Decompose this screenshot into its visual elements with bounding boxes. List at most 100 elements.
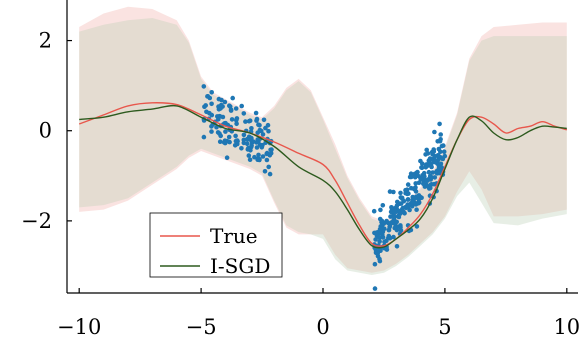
data-point xyxy=(414,170,419,176)
data-point xyxy=(436,153,442,159)
data-point xyxy=(228,108,234,113)
data-point xyxy=(259,145,265,150)
data-point xyxy=(220,114,226,120)
data-point xyxy=(413,202,419,207)
y-tick-label: 2 xyxy=(39,29,52,53)
data-point xyxy=(245,147,251,152)
data-point xyxy=(405,197,411,202)
data-point xyxy=(255,130,260,135)
data-point xyxy=(221,140,227,145)
y-tick-label: −2 xyxy=(21,209,52,233)
data-point xyxy=(380,235,386,240)
line-true xyxy=(78,102,568,247)
data-point xyxy=(395,213,401,219)
data-point xyxy=(398,224,403,230)
data-point xyxy=(224,155,230,160)
legend-label-true: True xyxy=(210,224,258,248)
data-point xyxy=(405,204,411,210)
data-point xyxy=(412,195,418,201)
data-point xyxy=(428,182,434,187)
data-point xyxy=(246,118,252,124)
data-point xyxy=(387,189,393,194)
data-point xyxy=(209,129,214,134)
data-point xyxy=(438,137,443,142)
x-tick-label: −5 xyxy=(186,315,217,339)
data-point xyxy=(386,227,392,233)
data-point xyxy=(422,174,427,179)
legend: True I-SGD xyxy=(149,212,283,278)
data-point xyxy=(398,201,404,206)
data-point xyxy=(438,132,444,137)
data-point xyxy=(382,239,387,245)
data-point xyxy=(252,154,257,160)
data-point xyxy=(229,117,235,122)
data-point xyxy=(428,156,434,162)
data-point xyxy=(388,209,394,215)
data-point xyxy=(432,129,437,135)
data-point xyxy=(257,157,262,163)
data-point xyxy=(409,200,415,205)
data-point xyxy=(226,134,232,140)
band-i-sgd xyxy=(79,18,567,275)
data-point xyxy=(413,181,419,186)
data-point xyxy=(408,174,414,180)
data-point xyxy=(254,116,260,122)
data-point xyxy=(201,134,207,140)
data-point xyxy=(394,219,400,225)
data-point xyxy=(439,143,445,149)
data-point xyxy=(263,125,268,131)
data-point xyxy=(421,181,426,187)
data-point xyxy=(387,236,393,241)
data-point xyxy=(438,161,444,167)
data-point xyxy=(234,121,239,127)
data-point xyxy=(219,97,224,103)
data-point xyxy=(414,207,419,212)
data-point xyxy=(219,102,224,108)
data-point xyxy=(384,247,390,252)
data-point xyxy=(209,101,214,107)
data-point xyxy=(254,140,259,145)
x-tick-label: 5 xyxy=(438,315,451,339)
data-point xyxy=(391,189,396,195)
data-point xyxy=(266,164,272,170)
data-point xyxy=(201,84,207,89)
data-point xyxy=(371,208,377,214)
data-point xyxy=(378,207,383,213)
data-point xyxy=(262,169,268,174)
data-point xyxy=(419,165,425,171)
data-point xyxy=(239,146,244,151)
data-point xyxy=(380,203,386,208)
data-point xyxy=(414,224,420,229)
data-point xyxy=(373,237,378,242)
data-point xyxy=(246,153,252,158)
legend-label-i-sgd: I-SGD xyxy=(210,254,270,278)
x-tick-label: 0 xyxy=(316,315,329,339)
data-point xyxy=(429,149,435,155)
data-point xyxy=(261,117,267,123)
data-point xyxy=(249,143,254,148)
data-point xyxy=(421,170,427,176)
data-point xyxy=(217,131,222,136)
data-point xyxy=(418,158,423,164)
data-point xyxy=(260,132,266,137)
data-point xyxy=(398,190,403,196)
data-point xyxy=(241,111,247,116)
data-point xyxy=(249,126,254,131)
data-point xyxy=(256,122,261,127)
data-point xyxy=(268,147,273,153)
data-point xyxy=(241,137,247,143)
data-point xyxy=(377,235,382,241)
data-point xyxy=(427,162,432,168)
x-tick-label: 10 xyxy=(553,315,579,339)
data-point xyxy=(230,95,235,101)
data-point xyxy=(203,103,208,108)
data-point xyxy=(429,174,434,180)
data-point xyxy=(391,234,396,240)
data-point xyxy=(392,225,398,231)
confidence-bands xyxy=(79,6,567,275)
band-true xyxy=(79,6,567,273)
axes: −10 −5 0 5 10 −2 0 2 xyxy=(21,0,579,339)
data-point xyxy=(432,175,438,180)
data-point xyxy=(424,147,430,153)
data-point xyxy=(405,182,411,187)
